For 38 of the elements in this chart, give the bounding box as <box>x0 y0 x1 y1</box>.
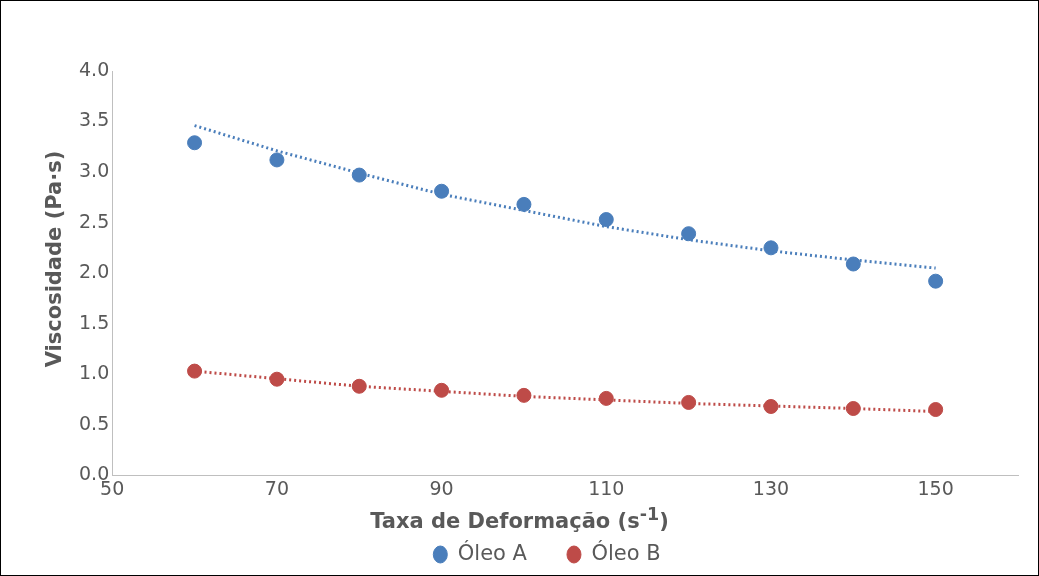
point <box>928 273 944 289</box>
point <box>598 212 614 228</box>
point <box>187 135 203 151</box>
point <box>434 382 450 398</box>
point <box>598 390 614 406</box>
y-tick-label: 0.5 <box>79 411 110 434</box>
point <box>763 240 779 256</box>
legend-label: Óleo A <box>457 539 528 565</box>
x-axis-title: Taxa de Deformação (s$^{-1}$) <box>369 504 670 533</box>
point <box>269 371 285 387</box>
point <box>351 167 367 183</box>
point <box>928 402 944 418</box>
legend-label: Óleo B <box>591 539 661 565</box>
point <box>516 196 532 212</box>
y-tick-label: 2.5 <box>79 209 110 232</box>
x-tick-label: 150 <box>917 476 954 499</box>
x-tick-label: 90 <box>429 476 454 499</box>
y-axis-title: Viscosidade (Pa·s) <box>42 150 66 368</box>
x-tick-label: 130 <box>752 476 790 499</box>
point <box>763 398 779 414</box>
point <box>434 183 450 199</box>
point <box>516 387 532 403</box>
point <box>187 363 203 379</box>
x-tick-label: 110 <box>588 476 625 499</box>
point <box>269 152 285 168</box>
line-series <box>193 124 938 270</box>
y-tick-label: 3.0 <box>79 158 110 181</box>
point <box>845 401 861 417</box>
point <box>681 394 697 410</box>
x-tick-label: 70 <box>264 476 289 499</box>
y-tick-label: 3.5 <box>79 108 110 131</box>
point <box>681 226 697 242</box>
y-tick-label: 1.0 <box>79 361 110 384</box>
point <box>845 256 861 272</box>
y-tick-label: 2.0 <box>79 260 110 283</box>
y-tick-label: 4.0 <box>79 57 110 80</box>
y-tick-label: 1.5 <box>79 310 110 333</box>
point <box>351 378 367 394</box>
